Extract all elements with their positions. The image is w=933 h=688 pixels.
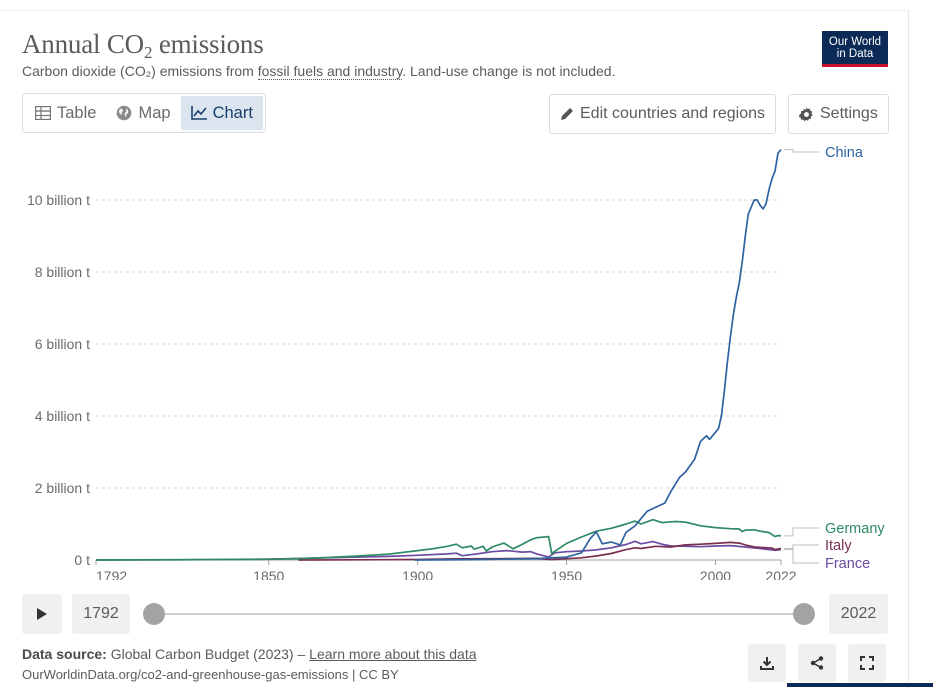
tab-table[interactable]: Table (25, 96, 106, 130)
series-label-china[interactable]: China (825, 145, 864, 161)
fullscreen-button[interactable] (848, 644, 886, 682)
x-tick-label: 1950 (551, 568, 582, 580)
globe-icon (117, 105, 132, 121)
tab-chart[interactable]: Chart (180, 96, 263, 130)
owid-logo[interactable]: Our World in Data (822, 31, 888, 67)
grid-lines (96, 199, 781, 489)
leader-line (784, 544, 819, 549)
timeline-start-handle[interactable] (143, 603, 165, 625)
x-tick-label: 1850 (253, 568, 284, 580)
x-tick-label: 2022 (765, 568, 796, 580)
table-icon (35, 106, 51, 120)
chart-frame (0, 10, 909, 688)
download-icon (760, 657, 774, 670)
x-tick-label: 2000 (700, 568, 731, 580)
chart-subtitle: Carbon dioxide (CO₂) emissions from foss… (22, 63, 616, 80)
x-tick-label: 1900 (402, 568, 433, 580)
end-year-label: 2022 (840, 605, 877, 622)
tab-chart-label: Chart (212, 103, 253, 122)
y-tick-label: 2 billion t (35, 480, 90, 496)
y-tick-label: 6 billion t (35, 336, 90, 352)
y-axis: 0 t 2 billion t 4 billion t 6 billion t 8 bi… (27, 192, 90, 568)
edit-countries-button[interactable]: Edit countries and regions (549, 94, 776, 134)
download-button[interactable] (748, 644, 786, 682)
leader-line (784, 149, 819, 153)
start-year-label: 1792 (83, 605, 119, 622)
tab-map[interactable]: Map (106, 96, 180, 130)
timeline-end-handle[interactable] (793, 603, 815, 625)
pencil-icon (561, 108, 573, 120)
chart-title: Annual CO2 emissions (22, 29, 264, 62)
start-year-box[interactable]: 1792 (72, 594, 130, 634)
y-tick-label: 4 billion t (35, 408, 90, 424)
end-year-box[interactable]: 2022 (829, 594, 888, 634)
share-icon (810, 656, 824, 670)
leader-line (784, 549, 819, 564)
bottom-accent-bar (787, 683, 933, 687)
play-icon (37, 608, 47, 620)
series-label-italy[interactable]: Italy (825, 538, 852, 554)
series-label-france[interactable]: France (825, 556, 870, 572)
tab-map-label: Map (138, 103, 171, 122)
play-button[interactable] (22, 594, 62, 634)
y-tick-label: 10 billion t (27, 192, 90, 208)
y-tick-label: 8 billion t (35, 264, 90, 280)
source-url: OurWorldinData.org/co2-and-greenhouse-ga… (22, 667, 399, 682)
y-tick-label: 0 t (74, 552, 90, 568)
learn-more-link[interactable]: Learn more about this data (309, 646, 477, 662)
timeline-track[interactable] (154, 613, 804, 615)
line-chart-icon (190, 106, 207, 120)
fossil-fuels-link[interactable]: fossil fuels and industry (257, 63, 403, 80)
fullscreen-icon (860, 656, 874, 670)
share-button[interactable] (798, 644, 836, 682)
view-tabs: Table Map Chart (22, 93, 266, 133)
series-line-france[interactable] (95, 540, 782, 561)
data-source: Data source: Global Carbon Budget (2023)… (22, 646, 477, 662)
series-line-china[interactable] (414, 149, 782, 561)
series-label-germany[interactable]: Germany (825, 521, 885, 537)
series-lines (95, 149, 782, 561)
x-tick-label: 1792 (96, 568, 127, 580)
line-chart: 0 t 2 billion t 4 billion t 6 billion t 8 bi… (27, 145, 885, 580)
settings-button[interactable]: Settings (788, 94, 889, 134)
leader-line (784, 527, 819, 537)
x-axis: 1792 1850 1900 1950 2000 2022 (95, 559, 797, 580)
series-line-germany[interactable] (95, 518, 782, 561)
settings-label: Settings (820, 105, 878, 122)
tab-table-label: Table (57, 103, 97, 122)
gear-icon (799, 106, 813, 121)
edit-countries-label: Edit countries and regions (580, 105, 765, 122)
